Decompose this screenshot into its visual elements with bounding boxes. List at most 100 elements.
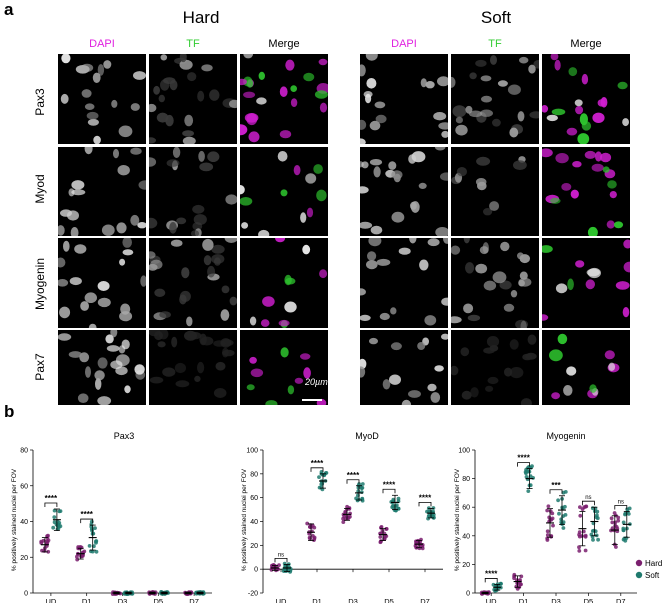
data-point-hard [577,532,581,537]
y-tick-label: 0 [254,567,258,574]
data-point-hard [341,520,346,524]
data-point-hard [577,545,581,550]
chart-title: MyoD [355,431,379,441]
x-tick-label: UD [276,597,287,603]
data-point-soft [90,549,95,554]
significance-bracket [614,505,628,510]
data-point-soft [595,516,600,521]
data-point-soft [52,508,57,513]
data-point-soft [563,513,568,517]
significance-label: ns [278,552,284,558]
data-point-soft [57,521,62,525]
data-point-soft [531,476,535,480]
significance-bracket [582,500,595,506]
data-point-hard [545,508,550,513]
significance-label: ns [618,499,624,505]
data-point-hard [546,504,551,509]
channel-label-dapi-soft: DAPI [391,38,417,50]
data-point-hard [519,574,524,579]
significance-label: *** [551,481,561,490]
legend: Hard Soft [635,559,662,580]
significance-label: **** [419,493,432,502]
data-point-soft [591,538,595,542]
y-tick-label: 40 [250,519,258,526]
y-tick-label: 60 [462,505,470,512]
micrograph-myod-hard-merge [240,147,328,236]
data-point-hard [548,509,553,513]
data-point-soft [52,515,57,519]
significance-bracket [310,467,324,472]
data-point-hard [550,516,555,521]
data-point-soft [51,525,56,530]
charts-area: Pax3 % positively stained nuclei per FOV… [11,431,662,603]
data-point-hard [348,514,352,519]
x-tick-label: D3 [118,597,128,603]
y-tick-label: 80 [20,448,28,455]
micrograph-myogenin-hard-merge [240,238,328,328]
data-point-soft [621,520,626,525]
data-point-hard [614,545,618,549]
data-point-soft [594,533,599,538]
y-axis-label: % positively stained nuclei per FOV [454,468,461,571]
data-point-soft [89,519,94,524]
data-point-hard [78,545,83,549]
data-point-hard [582,505,587,510]
data-point-hard [578,513,583,518]
micrograph-myogenin-soft-tf [451,238,539,328]
data-point-soft [87,544,92,548]
data-point-hard [518,578,522,582]
data-point-soft [559,517,564,522]
significance-bracket [274,558,288,563]
data-point-hard [46,533,50,538]
x-tick-label: D7 [616,597,626,603]
data-point-soft [56,526,61,531]
micrograph-myod-soft-dapi [360,147,448,236]
y-tick-label: 60 [20,483,28,490]
data-point-hard [577,549,582,553]
y-tick-label: 40 [462,533,470,540]
micrograph-pax3-soft-tf [451,54,539,144]
data-point-soft [356,485,361,490]
y-tick-label: 20 [250,543,258,550]
data-point-soft [360,496,365,501]
significance-label: **** [517,454,530,463]
data-point-hard [583,548,588,553]
y-tick-label: 20 [20,555,28,562]
significance-label: **** [485,569,498,578]
micrograph-pax7-soft-dapi [360,330,448,405]
data-point-hard [420,543,425,547]
chart-myogenin: Myogenin % positively stained nuclei per… [454,431,637,603]
data-point-soft [595,509,600,514]
x-tick-label: D1 [519,597,529,603]
data-point-hard [578,505,582,509]
data-point-soft [556,498,560,503]
micrograph-pax7-hard-merge [240,330,328,405]
micrograph-myod-soft-merge [542,147,630,236]
y-axis-label: % positively stained nuclei per FOV [241,468,248,571]
data-point-hard [420,546,425,551]
data-point-soft [57,509,62,514]
data-point-hard [277,563,281,567]
data-point-soft [317,475,321,479]
micrograph-pax7-soft-merge [542,330,630,405]
micrograph-pax3-hard-merge [240,54,328,144]
significance-label: **** [80,510,93,519]
data-point-soft [596,537,600,542]
data-point-hard [347,507,352,511]
data-point-soft [94,549,99,554]
channel-label-tf-hard: TF [186,38,200,50]
micrograph-pax7-hard-tf [149,330,237,405]
x-tick-label: D1 [82,597,92,603]
y-tick-label: 0 [466,591,470,598]
significance-label: **** [45,494,58,503]
x-tick-label: D5 [384,597,394,603]
condition-title-hard: Hard [182,8,220,27]
significance-bracket [418,501,432,507]
row-label-pax3: Pax3 [33,88,47,116]
data-point-hard [414,545,419,549]
data-point-hard [378,535,383,539]
data-point-soft [319,482,324,487]
data-point-hard [46,549,51,554]
data-point-hard [610,526,615,530]
data-point-hard [609,516,614,521]
